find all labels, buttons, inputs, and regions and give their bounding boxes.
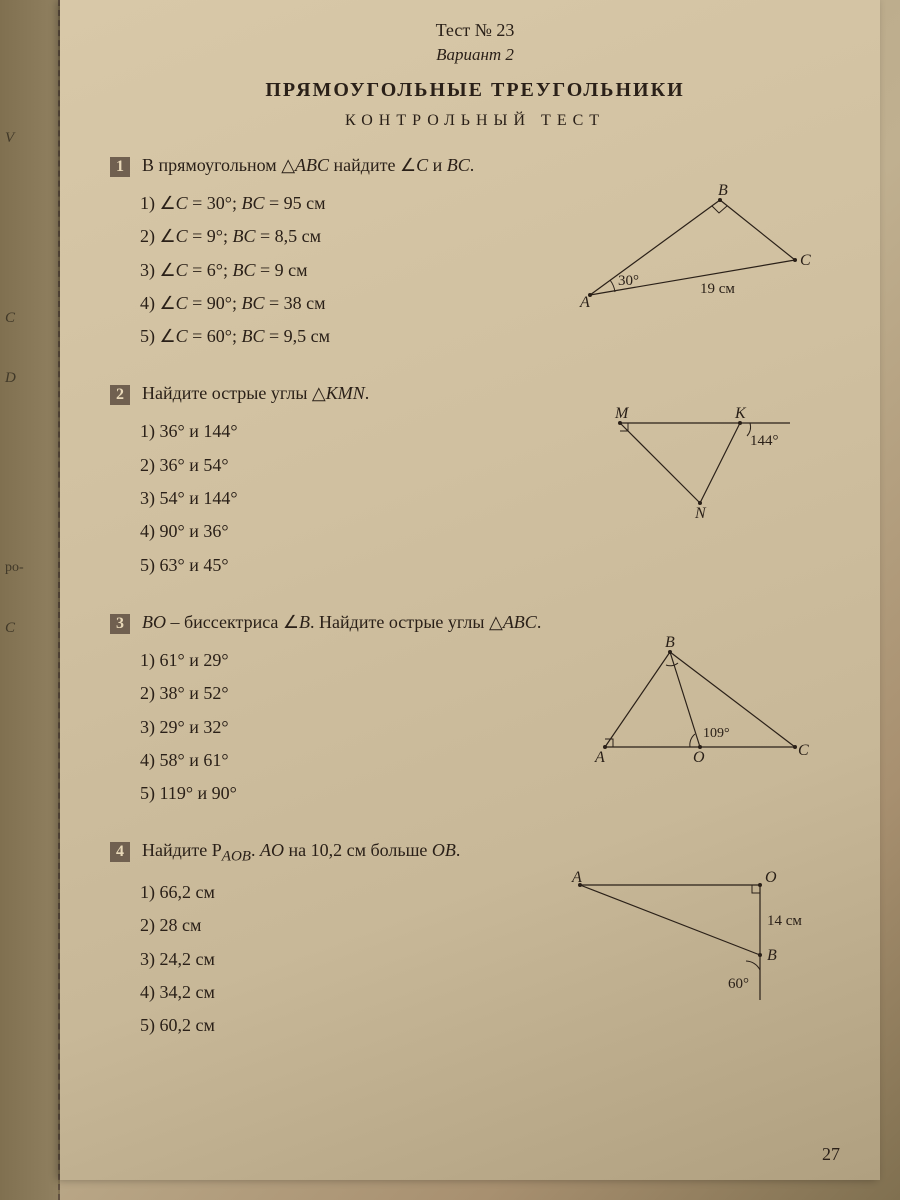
page-content: Тест № 23 Вариант 2 ПРЯМОУГОЛЬНЫЕ ТРЕУГО…	[60, 0, 880, 1180]
label-a3: A	[594, 749, 605, 766]
fragment-v: V	[5, 130, 14, 147]
page-header: Тест № 23 Вариант 2 ПРЯМОУГОЛЬНЫЕ ТРЕУГО…	[110, 20, 840, 130]
fragment-d: D	[5, 370, 16, 387]
test-number: Тест № 23	[110, 20, 840, 41]
option-2-5: 5) 63° и 45°	[140, 549, 840, 582]
problem-1-number: 1	[110, 157, 130, 177]
label-o3: O	[693, 749, 705, 766]
page-title: ПРЯМОУГОЛЬНЫЕ ТРЕУГОЛЬНИКИ	[110, 79, 840, 102]
problem-2-text: Найдите острые углы △KMN.	[142, 383, 369, 403]
problem-4-number: 4	[110, 842, 130, 862]
page-subtitle: КОНТРОЛЬНЫЙ ТЕСТ	[110, 112, 840, 130]
problem-4: 4 Найдите PAOB. AO на 10,2 см больше OB.…	[110, 840, 840, 1042]
label-a: A	[579, 294, 590, 311]
problem-3-number: 3	[110, 614, 130, 634]
problem-3-text: BO – биссектриса ∠B. Найдите острые углы…	[142, 612, 541, 632]
option-1-5: 5) ∠C = 60°; BC = 9,5 см	[140, 320, 840, 353]
diagram-1: A B C 30° 19 см	[580, 185, 810, 320]
label-angle-30: 30°	[618, 273, 639, 289]
diagram-2: M K N 144°	[610, 403, 810, 528]
problem-2-number: 2	[110, 385, 130, 405]
fragment-c: C	[5, 310, 15, 327]
label-angle-109: 109°	[703, 726, 730, 741]
label-c: C	[800, 252, 811, 269]
label-angle-60: 60°	[728, 976, 749, 992]
label-side-14: 14 см	[767, 913, 802, 929]
label-side-19: 19 см	[700, 281, 735, 297]
label-angle-144: 144°	[750, 433, 779, 449]
left-page-edge: V C D ро- C	[0, 0, 60, 1200]
variant-label: Вариант 2	[110, 45, 840, 65]
page-number: 27	[822, 1144, 840, 1165]
problem-2: 2 Найдите острые углы △KMN. 1) 36° и 144…	[110, 383, 840, 581]
label-b3: B	[665, 634, 675, 651]
fragment-c2: C	[5, 620, 15, 637]
problem-4-text: Найдите PAOB. AO на 10,2 см больше OB.	[142, 840, 460, 860]
fragment-ro: ро-	[5, 560, 24, 576]
problem-3: 3 BO – биссектриса ∠B. Найдите острые уг…	[110, 612, 840, 810]
label-o4: O	[765, 869, 777, 886]
label-b4: B	[767, 947, 777, 964]
label-k: K	[734, 405, 747, 422]
diagram-3: A B C O 109°	[590, 637, 810, 772]
diagram-4: A O B 14 см 60°	[570, 860, 810, 1015]
problem-1-text: В прямоугольном △ABC найдите ∠C и BC.	[142, 155, 474, 175]
label-b: B	[718, 182, 728, 199]
problem-1: 1 В прямоугольном △ABC найдите ∠C и BC. …	[110, 155, 840, 353]
label-m: M	[614, 405, 630, 422]
label-n: N	[694, 505, 707, 522]
label-c3: C	[798, 742, 809, 759]
option-3-5: 5) 119° и 90°	[140, 777, 840, 810]
